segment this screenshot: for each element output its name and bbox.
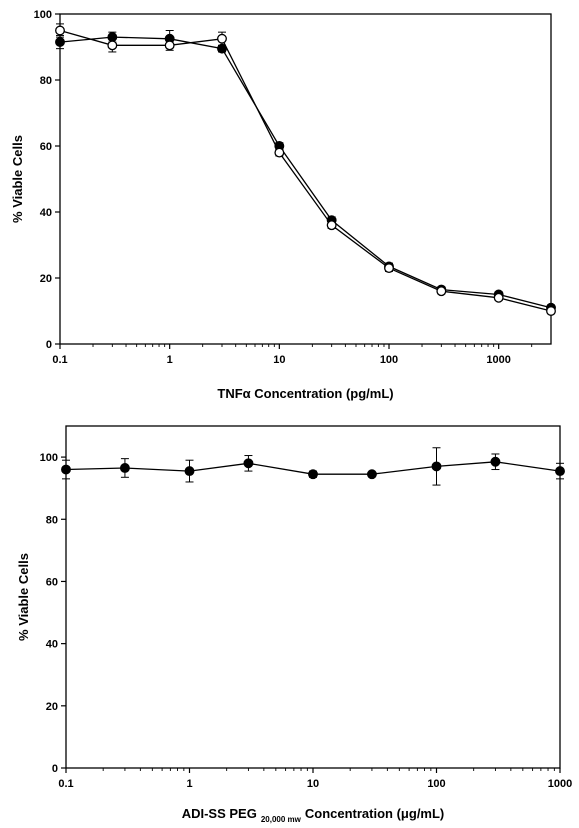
x-tick-label: 1 <box>167 354 173 366</box>
plot-frame <box>59 13 552 345</box>
series-line <box>59 29 552 312</box>
x-axis-label: TNFα Concentration (pg/mL) <box>217 386 393 401</box>
data-point <box>274 147 285 158</box>
y-tick-label: 60 <box>46 576 58 588</box>
data-point <box>61 464 71 475</box>
data-point <box>308 469 318 480</box>
y-tick-label: 20 <box>40 273 52 285</box>
x-axis-label-subscript: 20,000 mw <box>261 815 302 824</box>
y-tick-label: 40 <box>46 639 58 651</box>
x-axis-label-tail: Concentration (μg/mL) <box>305 806 444 821</box>
y-tick-label: 100 <box>34 9 52 21</box>
y-tick-label: 80 <box>40 75 52 87</box>
x-tick-label: 100 <box>380 354 398 366</box>
data-point <box>55 37 65 48</box>
data-point <box>493 292 504 303</box>
data-point <box>119 463 130 473</box>
x-tick-label: 1000 <box>548 778 572 790</box>
x-tick-label: 0.1 <box>52 354 67 366</box>
data-point <box>490 456 501 467</box>
y-axis-label: % Viable Cells <box>10 135 25 223</box>
y-tick-label: 20 <box>46 701 58 713</box>
y-tick-label: 60 <box>40 141 52 153</box>
data-point <box>436 286 447 297</box>
data-point <box>384 263 394 274</box>
data-point <box>431 461 442 472</box>
y-tick-label: 0 <box>52 763 58 775</box>
data-point <box>366 469 377 480</box>
x-axis-label-main: TNFα Concentration (pg/mL) <box>217 386 393 401</box>
x-tick-label: 10 <box>307 778 319 790</box>
data-point <box>217 33 227 44</box>
series-line <box>59 36 552 309</box>
data-point <box>55 25 65 36</box>
x-axis-label-main: ADI-SS PEG <box>182 806 257 821</box>
data-point <box>546 306 556 316</box>
y-tick-label: 40 <box>40 207 52 219</box>
data-point <box>243 458 254 469</box>
x-axis-label: ADI-SS PEG 20,000 mw Concentration (μg/mL) <box>182 806 445 824</box>
x-tick-label: 1 <box>186 778 192 790</box>
y-tick-label: 100 <box>40 452 58 464</box>
data-point <box>555 466 565 477</box>
y-tick-label: 80 <box>46 514 58 526</box>
chart-1: 0 20 40 60 80 100 0.1 1 10 100 1000 % Viable Cells T… <box>10 9 556 401</box>
x-tick-label: 1000 <box>486 354 510 366</box>
x-tick-label: 100 <box>427 778 445 790</box>
x-tick-label: 0.1 <box>58 778 73 790</box>
data-point <box>326 220 337 231</box>
x-tick-label: 10 <box>273 354 285 366</box>
y-axis-label: % Viable Cells <box>16 553 31 641</box>
data-point <box>184 466 195 477</box>
chart-2: 0 20 40 60 80 100 0.1 1 10 100 1000 % Viable Cells A… <box>16 425 572 824</box>
data-point <box>107 40 118 51</box>
y-tick-label: 0 <box>46 339 52 351</box>
data-point <box>164 40 175 51</box>
